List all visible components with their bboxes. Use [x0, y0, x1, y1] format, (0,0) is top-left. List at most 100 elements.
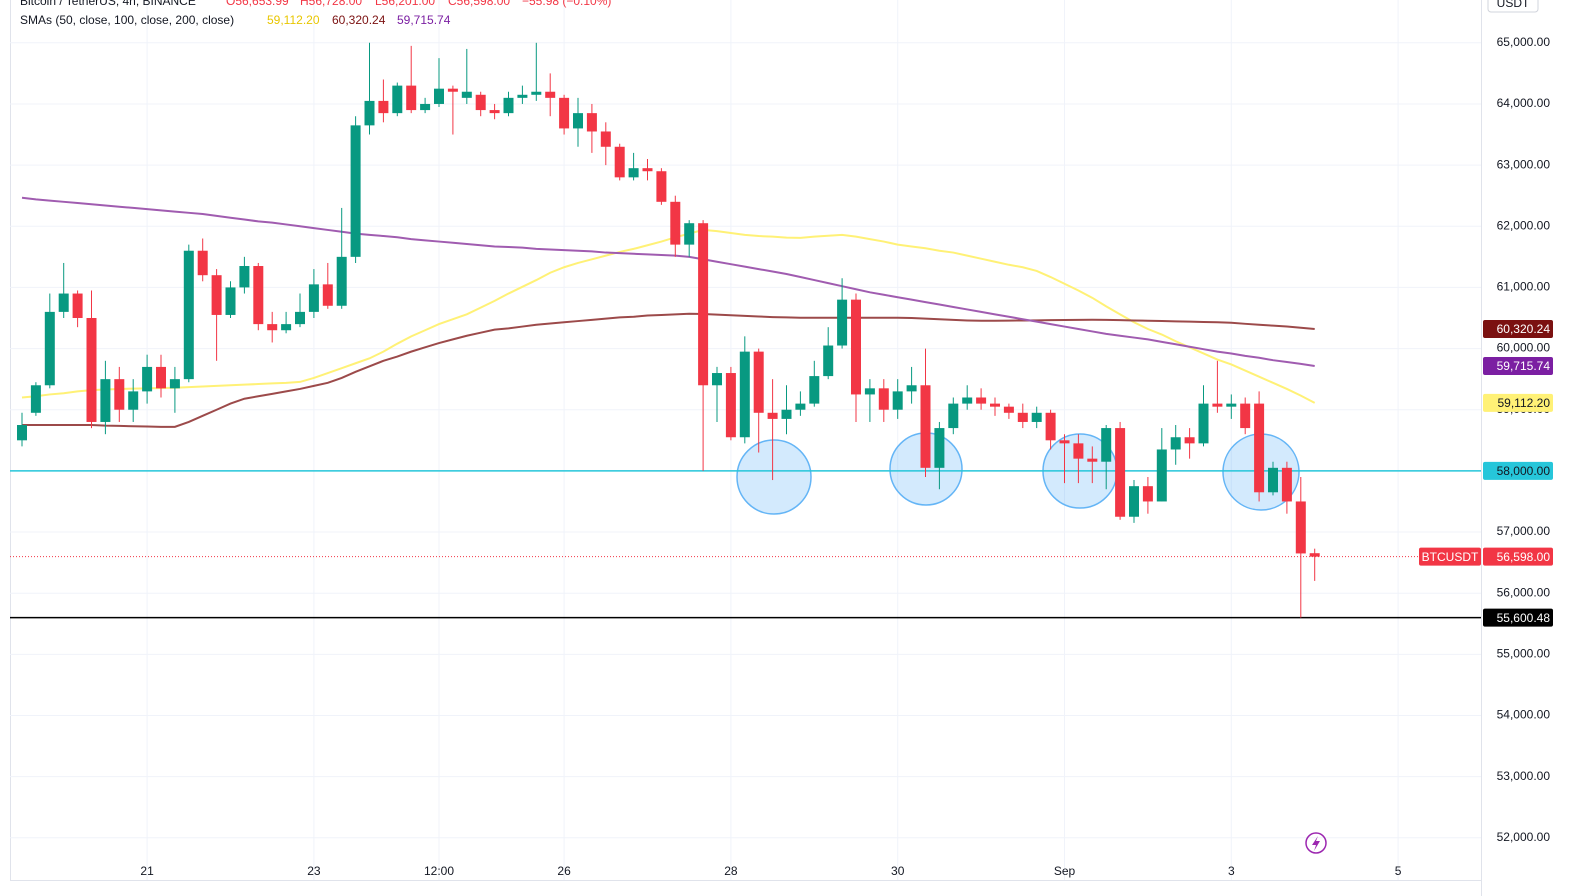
- candle-body: [864, 388, 875, 395]
- candle-body: [1129, 486, 1139, 517]
- candle-body: [86, 317, 97, 422]
- indicator-value: 60,320.24: [332, 13, 386, 27]
- x-tick-label: 12:00: [424, 864, 454, 878]
- candle-body: [976, 397, 987, 404]
- y-tick-label: 53,000.00: [1497, 769, 1551, 783]
- y-tick-label: 60,000.00: [1497, 341, 1551, 355]
- candle-body: [30, 385, 41, 413]
- x-tick-label: 28: [724, 864, 738, 878]
- x-tick-label: 30: [891, 864, 905, 878]
- candle-body: [1281, 467, 1292, 502]
- candle-body: [336, 256, 347, 306]
- candle-body: [308, 284, 319, 312]
- symbol-tag: [1419, 547, 1481, 566]
- candle-body: [281, 324, 292, 331]
- currency-label[interactable]: USDT: [1497, 0, 1530, 10]
- candle-body: [1101, 428, 1112, 462]
- x-tick-label: 21: [140, 864, 154, 878]
- candle-body: [739, 351, 750, 438]
- candle-body: [642, 168, 653, 172]
- candle-body: [878, 388, 889, 410]
- candle-body: [350, 125, 361, 257]
- candle-body: [225, 287, 236, 315]
- y-tick-label: 52,000.00: [1497, 830, 1551, 844]
- candle-body: [1045, 412, 1056, 441]
- candle-body: [183, 250, 194, 380]
- candle-body: [656, 171, 667, 202]
- candle-body: [684, 223, 695, 245]
- candle-body: [1073, 443, 1084, 459]
- candle-body: [809, 376, 820, 404]
- candle-body: [322, 284, 333, 306]
- candle-body: [948, 403, 959, 429]
- price-tag: [1483, 547, 1553, 566]
- candle-body: [434, 88, 444, 104]
- candle-body: [851, 299, 861, 395]
- candle-body: [1226, 403, 1237, 407]
- candle-body: [1003, 406, 1014, 413]
- price-tag: [1483, 608, 1553, 627]
- candle-body: [628, 168, 639, 178]
- price-tag-label: 55,600.48: [1497, 611, 1551, 625]
- candle-body: [1240, 403, 1251, 429]
- price-tag: [1483, 356, 1553, 375]
- candle-body: [920, 385, 931, 468]
- currency-box[interactable]: [1487, 0, 1539, 13]
- candle-body: [962, 397, 973, 404]
- candle-body: [239, 266, 250, 288]
- candle-body: [1031, 412, 1042, 422]
- candle-body: [142, 366, 153, 392]
- candle-body: [1184, 437, 1195, 444]
- candle-body: [531, 91, 542, 95]
- candle-body: [1212, 403, 1223, 407]
- y-tick-label: 54,000.00: [1497, 708, 1551, 722]
- candle-body: [795, 403, 806, 410]
- header-symbol: Bitcoin / TetherUS, 4h, BINANCE: [20, 0, 196, 8]
- y-tick-label: 65,000.00: [1497, 35, 1551, 49]
- candle-body: [517, 94, 528, 98]
- price-tag: [1483, 461, 1553, 480]
- candle-body: [698, 223, 709, 386]
- alert-icon[interactable]: [1305, 832, 1327, 854]
- candle-body: [406, 85, 417, 111]
- candle-body: [58, 293, 69, 312]
- candle-body: [253, 266, 264, 325]
- header-high: H56,728.00: [300, 0, 362, 8]
- candle-body: [378, 100, 389, 114]
- candle-body: [267, 324, 278, 331]
- candle-body: [295, 311, 305, 325]
- candle-body: [447, 88, 458, 92]
- price-tag-label: 60,320.24: [1497, 322, 1551, 336]
- y-tick-label: 61,000.00: [1497, 280, 1551, 294]
- candle-body: [114, 379, 125, 410]
- candle-body: [712, 373, 722, 386]
- header-low: L56,201.00: [375, 0, 435, 8]
- x-tick-label: 23: [307, 864, 321, 878]
- indicator-value: 59,715.74: [397, 13, 451, 27]
- price-tag-label: 58,000.00: [1497, 464, 1551, 478]
- candle-body: [100, 379, 111, 422]
- candle-body: [392, 85, 403, 114]
- price-tag: [1483, 393, 1553, 412]
- candle-body: [1254, 403, 1265, 493]
- candle-body: [1295, 501, 1306, 554]
- candle-body: [545, 91, 556, 98]
- candle-body: [725, 373, 736, 438]
- candle-body: [614, 146, 625, 178]
- x-tick-label: 26: [557, 864, 571, 878]
- candle-body: [1156, 449, 1167, 502]
- candle-body: [44, 311, 55, 386]
- candle-body: [892, 391, 903, 410]
- candle-body: [475, 94, 486, 111]
- candle-body: [156, 366, 166, 389]
- plot: 52,000.00 53,000.00 54,000.00 55,000.00 56,0…: [10, 35, 1553, 878]
- alert-icon-bolt[interactable]: [1312, 836, 1320, 851]
- circle-drawing: [736, 439, 812, 515]
- x-tick-label: 3: [1228, 864, 1235, 878]
- candle-body: [1059, 440, 1070, 444]
- indicator-value: 59,112.20: [267, 13, 320, 27]
- circle-drawings: [736, 432, 1300, 515]
- header-open: O56,653.99: [226, 0, 289, 8]
- candle-body: [906, 385, 917, 392]
- candle-body: [753, 351, 764, 413]
